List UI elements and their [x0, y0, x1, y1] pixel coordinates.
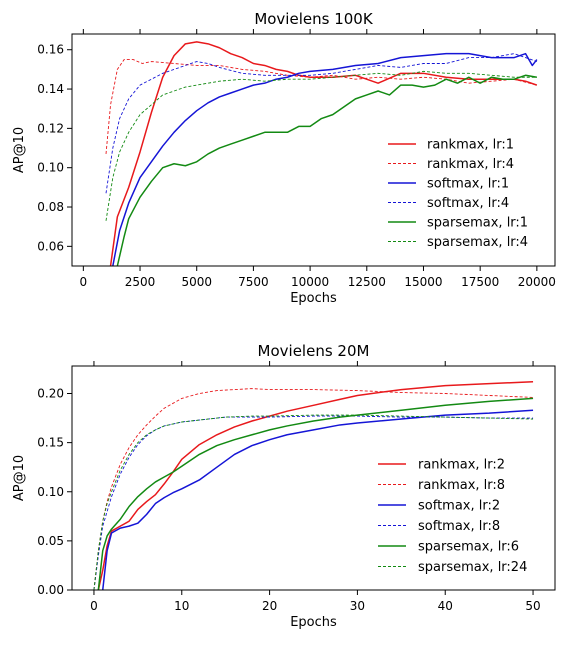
x-axis-label: Epochs: [290, 291, 337, 306]
y-tick-label: 0.10: [37, 485, 64, 499]
x-tick-label: 40: [438, 599, 453, 613]
x-tick-label: 30: [350, 599, 365, 613]
legend-label: softmax, lr:8: [418, 519, 500, 534]
chart-movielens-100k: 0 2500 5000 7500 10000 12500 15000 17500 20000 0.…: [12, 10, 556, 306]
x-tick-label: 0: [80, 275, 88, 289]
y-tick-label: 0.12: [37, 121, 64, 135]
series-line-4: [116, 74, 537, 266]
x-tick-label: 5000: [181, 275, 212, 289]
x-axis-label: Epochs: [290, 615, 337, 630]
legend-label: sparsemax, lr:24: [418, 560, 527, 575]
x-tick-label: 20: [262, 599, 277, 613]
legend: rankmax, lr:2 rankmax, lr:8 softmax, lr:2 s…: [378, 458, 527, 575]
x-tick-label: 17500: [461, 275, 499, 289]
x-tick-label: 20000: [518, 275, 556, 289]
y-axis-label: AP@10: [12, 455, 27, 501]
y-tick-label: 0.14: [37, 82, 64, 96]
y-tick-label: 0.15: [37, 436, 64, 450]
legend: rankmax, lr:1 rankmax, lr:4 softmax, lr:1 s…: [388, 138, 528, 250]
y-axis-label: AP@10: [12, 127, 27, 173]
x-tick-label: 10000: [291, 275, 329, 289]
y-tick-label: 0.06: [37, 239, 64, 253]
series-line-5: [105, 70, 537, 221]
x-tick-label: 2500: [125, 275, 156, 289]
legend-label: rankmax, lr:8: [418, 478, 505, 493]
chart-title: Movielens 20M: [258, 342, 370, 360]
y-tick-label: 0.05: [37, 534, 64, 548]
legend-label: rankmax, lr:4: [427, 157, 514, 172]
legend-label: sparsemax, lr:6: [418, 540, 519, 555]
chart-title: Movielens 100K: [254, 10, 374, 28]
x-tick-label: 15000: [404, 275, 442, 289]
legend-label: sparsemax, lr:1: [427, 216, 528, 231]
x-tick-label: 10: [174, 599, 189, 613]
series-line-2: [101, 409, 534, 590]
y-tick-label: 0.10: [37, 161, 64, 175]
plot-frame: [71, 365, 556, 591]
y-tick-label: 0.08: [37, 200, 64, 214]
x-tick-label: 12500: [348, 275, 386, 289]
x-tick-label: 0: [90, 599, 98, 613]
legend-label: softmax, lr:4: [427, 196, 509, 211]
legend-label: rankmax, lr:2: [418, 458, 505, 473]
legend-label: rankmax, lr:1: [427, 138, 514, 153]
plot-frame: [71, 33, 556, 267]
legend-label: softmax, lr:2: [418, 499, 500, 514]
series-line-0: [109, 41, 538, 266]
y-tick-label: 0.20: [37, 387, 64, 401]
series-line-2: [112, 52, 538, 266]
series-line-1: [93, 388, 534, 590]
series-line-5: [93, 414, 534, 590]
legend-label: softmax, lr:1: [427, 177, 509, 192]
x-tick-label: 50: [525, 599, 540, 613]
y-tick-label: 0.00: [37, 583, 64, 597]
legend-label: sparsemax, lr:4: [427, 235, 528, 250]
series-line-3: [105, 53, 538, 194]
chart-movielens-20m: 0 10 20 30 40 50 0.00 0.05 0.10 0.15 0.20 Movielens…: [12, 342, 556, 630]
y-tick-label: 0.16: [37, 43, 64, 57]
x-tick-label: 7500: [238, 275, 269, 289]
series-line-0: [97, 380, 534, 590]
